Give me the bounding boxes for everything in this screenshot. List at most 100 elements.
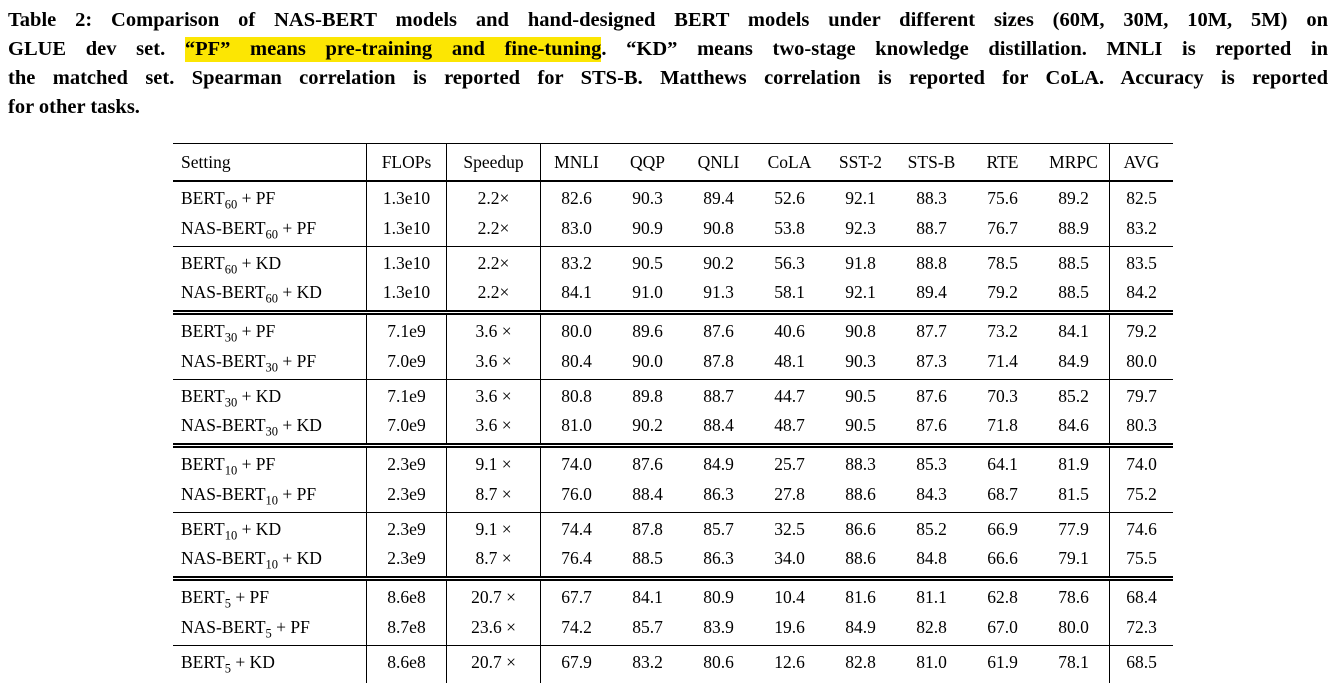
column-header-sst-2: SST-2 [838,152,883,172]
model-size-subscript: 30 [224,330,238,345]
score-cell: 76.7 [987,217,1018,238]
score-cell: 56.3 [774,252,805,273]
score-cell: 90.8 [845,321,876,341]
score-cell: 64.1 [987,454,1018,474]
avg-cell: 72.3 [1109,612,1173,645]
speedup-cell: 8.7 × [446,479,541,512]
score-cell: 77.9 [1058,518,1089,539]
score-cell: 82.8 [845,651,876,672]
column-header-flops: FLOPs [366,143,447,181]
flops-cell: 2.3e9 [366,544,447,579]
score-cell: 74.0 [561,454,592,474]
header-row: Setting FLOPs Speedup MNLI QQP QNLI CoLA SST-2 S… [173,143,1173,181]
score-cell: 73.2 [987,321,1018,341]
model-size-subscript: 60 [265,227,279,241]
score-cell: 90.3 [845,350,876,371]
table-row: NAS-BERT30 + KD 7.0e9 3.6 × 81.0 90.2 88.4 48.… [173,411,1173,446]
avg-cell: 68.5 [1109,645,1173,677]
score-cell: 90.8 [703,217,734,238]
table-row: BERT60 + PF 1.3e10 2.2× 82.6 90.3 89.4 52.6 92.… [173,181,1173,214]
model-size-subscript: 5 [265,626,272,640]
model-name: BERT [181,252,225,273]
model-name: NAS-BERT [181,681,266,683]
table-row: NAS-BERT10 + KD 2.3e9 8.7 × 76.4 88.5 86.3 34.… [173,544,1173,579]
caption-line: the matched set. Spearman correlation is… [8,64,1328,93]
model-size-subscript: 10 [224,528,238,542]
setting-cell: NAS-BERT10 + PF [173,479,367,512]
model-size-subscript: 10 [265,557,279,572]
score-cell: 88.6 [845,483,876,504]
flops-cell: 2.3e9 [366,512,447,544]
speedup-cell: 20.7 × [446,578,541,613]
setting-cell: BERT5 + KD [173,645,367,677]
avg-cell: 82.5 [1109,181,1173,214]
score-cell: 85.2 [916,518,947,539]
model-size-subscript: 10 [265,493,279,507]
score-cell: 84.3 [916,483,947,504]
training-method-suffix: + KD [272,681,316,683]
speedup-cell: 9.1 × [446,445,541,480]
model-name: NAS-BERT [181,548,266,568]
row-group: BERT10 + PF 2.3e9 9.1 × 74.0 87.6 84.9 25.7 88.… [173,445,1173,512]
model-name: BERT [181,651,225,672]
flops-cell: 8.7e8 [366,677,447,683]
table-row: NAS-BERT60 + PF 1.3e10 2.2× 83.0 90.9 90.8 53.… [173,213,1173,246]
training-method-suffix: + KD [237,385,282,406]
table-row: BERT5 + PF 8.6e8 20.7 × 67.7 84.1 80.9 10.4 81.… [173,578,1173,613]
setting-cell: NAS-BERT5 + PF [173,612,367,645]
avg-cell: 75.2 [1109,479,1173,512]
model-name: NAS-BERT [181,616,266,637]
training-method-suffix: + PF [278,350,317,371]
column-header-avg: AVG [1109,143,1173,181]
score-cell: 83.2 [561,252,592,273]
flops-cell: 1.3e10 [366,181,447,214]
setting-cell: BERT60 + KD [173,246,367,278]
setting-cell: NAS-BERT30 + KD [173,411,367,446]
score-cell: 12.6 [774,651,805,672]
avg-cell: 83.2 [1109,213,1173,246]
model-size-subscript: 30 [265,424,279,439]
score-cell: 84.6 [1058,415,1089,435]
score-cell: 90.2 [632,415,663,435]
row-group: BERT5 + PF 8.6e8 20.7 × 67.7 84.1 80.9 10.4 81.… [173,578,1173,645]
score-cell: 90.2 [703,252,734,273]
caption-line: for other tasks. [8,93,1328,122]
score-cell: 85.3 [916,454,947,474]
score-cell: 86.6 [845,518,876,539]
score-cell: 75.6 [987,188,1018,208]
score-cell: 67.0 [987,616,1018,637]
score-cell: 62.8 [987,587,1018,607]
score-cell: 90.3 [632,188,663,208]
table-row: NAS-BERT30 + PF 7.0e9 3.6 × 80.4 90.0 87.8 48.… [173,346,1173,379]
score-cell: 87.8 [703,350,734,371]
model-name: NAS-BERT [181,217,266,238]
score-cell: 44.7 [774,385,805,406]
score-cell: 80.4 [561,350,592,371]
flops-cell: 1.3e10 [366,246,447,278]
score-cell: 84.1 [632,587,663,607]
score-cell: 86.3 [703,483,734,504]
score-cell: 90.5 [845,415,876,435]
training-method-suffix: + KD [278,548,322,568]
model-size-subscript: 10 [224,463,238,478]
training-method-suffix: + PF [278,217,317,238]
score-cell: 80.0 [1058,616,1089,637]
avg-cell: 79.2 [1109,312,1173,347]
flops-cell: 1.3e10 [366,213,447,246]
row-group: BERT10 + KD 2.3e9 9.1 × 74.4 87.8 85.7 32.5 86.… [173,512,1173,579]
speedup-cell: 2.2× [446,278,541,313]
results-table: Setting FLOPs Speedup MNLI QQP QNLI CoLA SST-2 S… [173,143,1173,683]
score-cell: 90.5 [632,252,663,273]
score-cell: 87.6 [703,321,734,341]
training-method-suffix: + PF [237,454,276,474]
avg-cell: 68.4 [1109,578,1173,613]
setting-cell: NAS-BERT60 + PF [173,213,367,246]
score-cell: 79.2 [987,282,1018,302]
score-cell: 40.6 [774,321,805,341]
score-cell: 88.8 [916,252,947,273]
setting-cell: BERT30 + KD [173,379,367,411]
column-header-mrpc: MRPC [1049,152,1098,172]
score-cell: 92.1 [845,188,876,208]
row-group: BERT30 + KD 7.1e9 3.6 × 80.8 89.8 88.7 44.7 90.… [173,379,1173,446]
